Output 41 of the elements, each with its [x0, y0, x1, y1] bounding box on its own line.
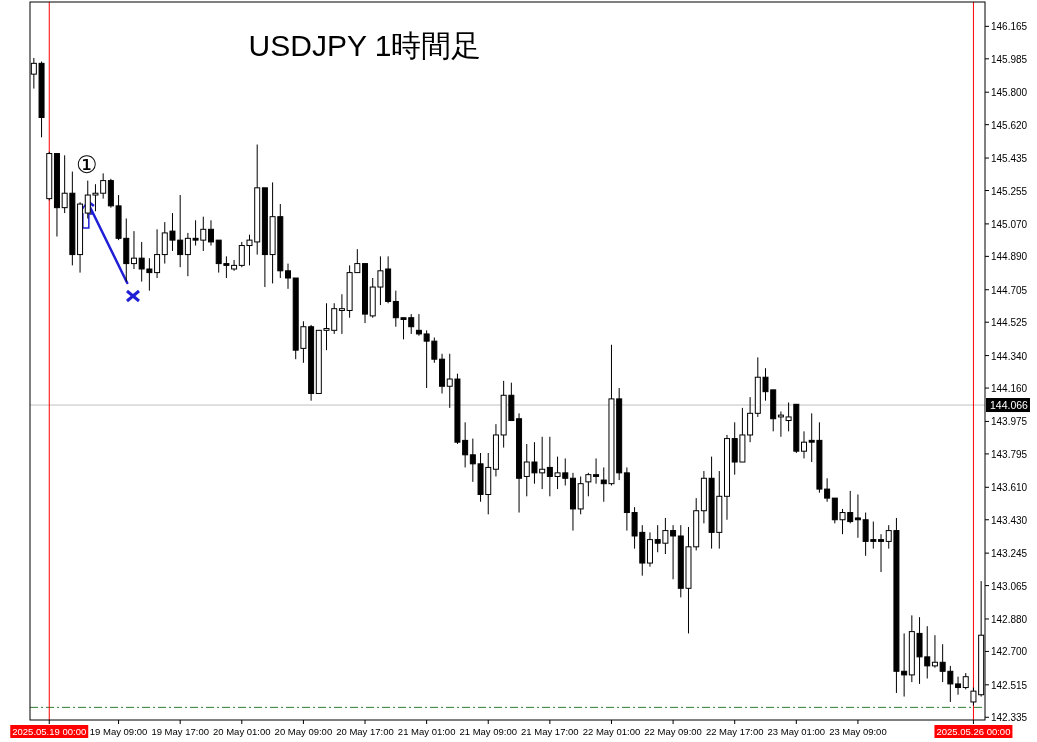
ref-line-label: 144.066 [990, 399, 1029, 412]
y-tick-label: 144.340 [991, 350, 1028, 362]
x-tick-label: 2025.05.19 00:00 [12, 726, 87, 737]
y-tick-label: 143.430 [991, 514, 1028, 526]
x-tick-label: 20 May 17:00 [336, 726, 394, 737]
y-tick-label: 145.620 [991, 119, 1028, 131]
x-tick-label: 2025.05.26 00:00 [936, 726, 1011, 737]
y-tick-label: 143.610 [991, 482, 1028, 494]
x-tick-label: 21 May 09:00 [459, 726, 518, 737]
y-tick-label: 144.890 [991, 251, 1028, 263]
y-tick-label: 144.160 [991, 383, 1028, 395]
y-tick-label: 143.065 [991, 580, 1028, 592]
ref-line-y: 144.066 [29, 398, 1030, 412]
y-tick-label: 145.255 [991, 185, 1028, 197]
y-tick-label: 145.070 [991, 218, 1028, 230]
text: USDJPY 1時間足 [248, 29, 482, 62]
y-tick-label: 142.700 [991, 646, 1028, 658]
y-tick-label: 142.335 [991, 712, 1028, 724]
x-tick-label: 21 May 17:00 [521, 726, 579, 737]
y-tick-label: 143.795 [991, 448, 1028, 460]
x-tick-label: 20 May 09:00 [274, 726, 333, 737]
y-tick-label: 145.985 [991, 53, 1028, 65]
x-tick-label: 23 May 01:00 [767, 726, 826, 737]
y-tick-label: 146.165 [991, 21, 1028, 33]
x-tick-label: 23 May 09:00 [829, 726, 887, 737]
x-tick-label: 22 May 17:00 [705, 726, 764, 737]
x-tick-label: 22 May 09:00 [644, 726, 702, 737]
y-tick-label: 145.800 [991, 87, 1028, 99]
y-tick-label: 142.515 [991, 679, 1028, 691]
y-tick-label: 144.705 [991, 284, 1028, 296]
x-tick-label: 20 May 01:00 [213, 726, 271, 737]
y-tick-label: 145.435 [991, 153, 1028, 165]
x-tick-label: 19 May 17:00 [151, 726, 209, 737]
y-tick-label: 143.245 [991, 548, 1028, 560]
annotation: ① [76, 151, 98, 180]
y-tick-label: 142.880 [991, 613, 1028, 625]
x-tick-label: 21 May 01:00 [397, 726, 456, 737]
y-tick-label: 143.975 [991, 416, 1028, 428]
x-tick-label: 19 May 09:00 [89, 726, 148, 737]
x-tick-label: 22 May 01:00 [582, 726, 641, 737]
y-tick-label: 144.525 [991, 317, 1028, 329]
